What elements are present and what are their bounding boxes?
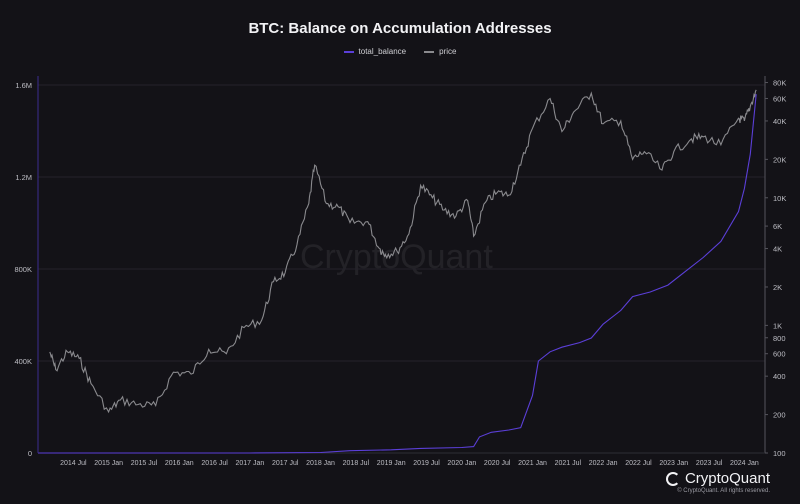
- x-tick-label: 2014 Jul: [60, 460, 87, 467]
- y-left-tick-label: 0: [28, 449, 32, 458]
- legend-label-price: price: [439, 47, 457, 56]
- x-tick-label: 2017 Jan: [236, 460, 265, 467]
- x-tick-label: 2022 Jan: [589, 460, 618, 467]
- y-left-tick-label: 800K: [14, 265, 32, 274]
- x-tick-label: 2023 Jul: [696, 460, 723, 467]
- x-tick-label: 2018 Jul: [343, 460, 370, 467]
- y-right-tick-label: 100: [773, 449, 786, 458]
- copyright: © CryptoQuant. All rights reserved.: [677, 488, 770, 494]
- legend-item-total-balance[interactable]: total_balance: [343, 47, 407, 56]
- x-tick-label: 2021 Jul: [555, 460, 582, 467]
- y-right-tick-label: 1K: [773, 321, 782, 330]
- legend: total_balance price: [0, 47, 800, 56]
- x-tick-label: 2017 Jul: [272, 460, 299, 467]
- y-right-tick-label: 2K: [773, 283, 782, 292]
- y-right-tick-label: 40K: [773, 117, 786, 126]
- x-tick-label: 2016 Jul: [201, 460, 228, 467]
- x-tick-label: 2016 Jan: [165, 460, 194, 467]
- y-right-tick-label: 60K: [773, 94, 786, 103]
- chart-title: BTC: Balance on Accumulation Addresses: [248, 20, 552, 37]
- x-tick-label: 2018 Jan: [306, 460, 335, 467]
- y-left-tick-label: 1.2M: [15, 173, 32, 182]
- x-tick-label: 2015 Jan: [94, 460, 123, 467]
- legend-swatch-total-balance: [343, 50, 354, 53]
- series-price-line: [49, 89, 757, 414]
- y-right-tick-label: 10K: [773, 194, 786, 203]
- y-left-tick-label: 400K: [14, 357, 32, 366]
- cryptoquant-logo-icon: [665, 471, 680, 486]
- brand-name: CryptoQuant: [684, 470, 770, 487]
- x-tick-label: 2020 Jul: [484, 460, 511, 467]
- x-tick-label: 2019 Jan: [377, 460, 406, 467]
- y-right-tick-label: 80K: [773, 79, 786, 88]
- y-right-tick-label: 6K: [773, 222, 782, 231]
- y-right-tick-label: 20K: [773, 155, 786, 164]
- legend-label-total-balance: total_balance: [358, 47, 407, 56]
- series-total-balance-line: [38, 94, 757, 454]
- x-tick-label: 2019 Jul: [413, 460, 440, 467]
- brand: CryptoQuant: [665, 470, 770, 487]
- x-tick-label: 2021 Jan: [518, 460, 547, 467]
- x-tick-label: 2020 Jan: [447, 460, 476, 467]
- x-tick-label: 2023 Jan: [659, 460, 688, 467]
- y-right-tick-label: 400: [773, 372, 786, 381]
- x-tick-label: 2024 Jan: [730, 460, 759, 467]
- y-right-tick-label: 600: [773, 350, 786, 359]
- x-tick-label: 2015 Jul: [131, 460, 158, 467]
- y-right-tick-label: 800: [773, 334, 786, 343]
- y-left-tick-label: 1.6M: [15, 81, 32, 90]
- y-right-tick-label: 200: [773, 411, 786, 420]
- watermark: CryptoQuant: [300, 238, 493, 276]
- x-tick-label: 2022 Jul: [625, 460, 652, 467]
- legend-item-price[interactable]: price: [424, 47, 456, 56]
- y-right-tick-label: 4K: [773, 245, 782, 254]
- legend-swatch-price: [424, 50, 435, 53]
